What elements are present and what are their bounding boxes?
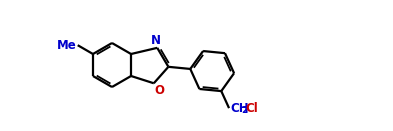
Text: Me: Me xyxy=(57,39,77,52)
Text: O: O xyxy=(155,84,165,97)
Text: N: N xyxy=(151,34,161,47)
Text: 2: 2 xyxy=(241,106,247,115)
Text: Cl: Cl xyxy=(245,102,258,115)
Text: CH: CH xyxy=(230,102,249,115)
